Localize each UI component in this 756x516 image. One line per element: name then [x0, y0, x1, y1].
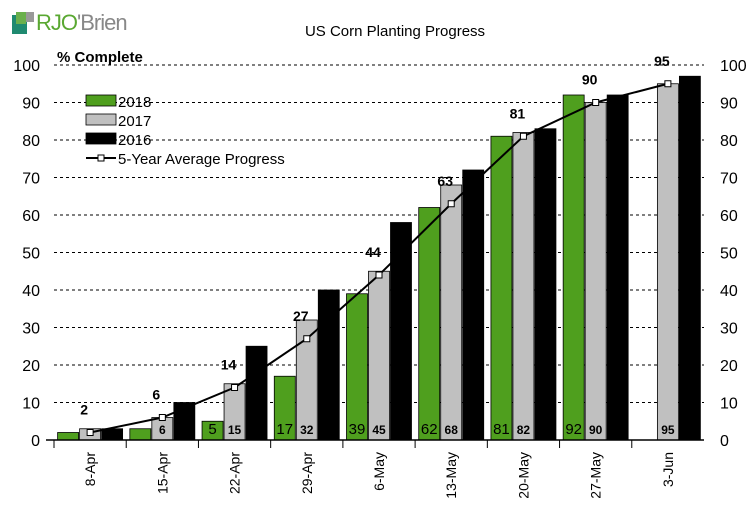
- legend-label: 5-Year Average Progress: [118, 151, 285, 168]
- line-marker: [86, 429, 94, 436]
- line-marker: [231, 384, 239, 391]
- bar-value-label: 95: [661, 423, 675, 437]
- x-tick-label: 15-Apr: [154, 452, 170, 494]
- y-tick-label-left: 50: [22, 246, 40, 263]
- y-tick-label-right: 70: [720, 171, 738, 188]
- line-marker: [592, 99, 600, 106]
- y-tick-label-right: 90: [720, 96, 738, 113]
- bar-value-label: 81: [493, 421, 510, 438]
- x-tick-label: 8-Apr: [82, 452, 98, 487]
- y-tick-label-left: 30: [22, 321, 40, 338]
- line-value-label: 90: [582, 72, 598, 88]
- x-tick-label: 20-May: [515, 452, 531, 499]
- x-tick-label: 6-May: [371, 452, 387, 491]
- bar-value-label: 39: [349, 421, 366, 438]
- bar-2016: [606, 94, 629, 441]
- line-marker: [303, 335, 311, 343]
- line-marker: [447, 200, 455, 208]
- bar-2018: [562, 94, 585, 441]
- bar-2018: [346, 293, 368, 441]
- bar-value-label: 82: [517, 423, 531, 437]
- legend-swatch: [85, 94, 117, 107]
- bar-2018: [418, 207, 441, 441]
- legend-label: 2018: [118, 94, 151, 111]
- x-tick-label: 27-May: [588, 452, 604, 499]
- logo-text-a: RJO: [36, 10, 78, 35]
- y-tick-label-right: 100: [720, 58, 747, 75]
- y-tick-label-right: 10: [720, 396, 738, 413]
- line-value-label: 2: [80, 402, 88, 418]
- bar-2017: [440, 184, 463, 441]
- bar-2016: [390, 222, 412, 441]
- bar-2017: [584, 102, 607, 441]
- bar-2018: [57, 432, 80, 441]
- legend-label: 2016: [118, 132, 151, 149]
- x-tick-label: 22-Apr: [227, 452, 243, 494]
- y-tick-label-left: 60: [22, 208, 40, 225]
- bar-2016: [678, 75, 701, 441]
- line-value-label: 14: [221, 357, 237, 373]
- y-tick-label-left: 90: [22, 96, 40, 113]
- bar-value-label: 90: [589, 423, 603, 437]
- bar-2016: [245, 345, 268, 441]
- bar-value-label: 32: [300, 423, 314, 437]
- logo-icon: [12, 12, 34, 34]
- y-tick-label-left: 40: [22, 283, 40, 300]
- bar-2018: [129, 428, 152, 441]
- legend-swatch: [85, 132, 117, 145]
- y-tick-label-right: 30: [720, 321, 738, 338]
- logo-text-b: 'Brien: [77, 10, 128, 35]
- y-tick-label-left: 10: [22, 396, 40, 413]
- bar-value-label: 92: [565, 421, 582, 438]
- bar-value-label: 17: [276, 421, 293, 438]
- bar-value-label: 62: [421, 421, 438, 438]
- bar-value-label: 5: [208, 421, 216, 438]
- y-tick-label-right: 50: [720, 246, 738, 263]
- y-tick-label-right: 60: [720, 208, 738, 225]
- line-value-label: 95: [654, 53, 670, 69]
- line-value-label: 44: [365, 244, 381, 260]
- y-tick-label-left: 80: [22, 133, 40, 150]
- y-tick-label-right: 0: [720, 433, 729, 450]
- chart-title: US Corn Planting Progress: [305, 23, 485, 40]
- bar-2018: [490, 135, 513, 441]
- y-tick-label-left: 0: [31, 433, 40, 450]
- line-value-label: 63: [437, 173, 453, 189]
- line-value-label: 81: [510, 105, 526, 121]
- line-marker: [664, 80, 672, 88]
- x-tick-label: 29-Apr: [299, 452, 315, 494]
- line-value-label: 6: [152, 387, 160, 403]
- bar-2017: [512, 132, 535, 441]
- legend-marker: [97, 154, 105, 162]
- bar-value-label: 6: [159, 423, 166, 437]
- bar-2017: [656, 83, 679, 441]
- line-marker: [158, 414, 166, 421]
- bar-value-label: 15: [228, 423, 242, 437]
- bar-2016: [462, 169, 485, 441]
- bar-value-label: 68: [445, 423, 459, 437]
- y-tick-label-right: 80: [720, 133, 738, 150]
- line-value-label: 27: [293, 308, 309, 324]
- legend-label: 2017: [118, 113, 151, 130]
- y-tick-label-right: 40: [720, 283, 738, 300]
- bar-2016: [534, 128, 557, 441]
- y-axis-label: % Complete: [57, 49, 143, 66]
- y-tick-label-left: 20: [22, 358, 40, 375]
- y-tick-label-right: 20: [720, 358, 738, 375]
- bar-value-label: 45: [372, 423, 386, 437]
- legend-swatch: [85, 113, 117, 126]
- line-marker: [375, 271, 383, 279]
- y-tick-label-left: 100: [13, 58, 40, 75]
- x-tick-label: 13-May: [443, 452, 459, 499]
- line-marker: [519, 132, 527, 140]
- y-tick-label-left: 70: [22, 171, 40, 188]
- x-tick-label: 3-Jun: [660, 452, 676, 487]
- bar-2017: [368, 270, 390, 441]
- logo: RJO'Brien: [12, 10, 128, 36]
